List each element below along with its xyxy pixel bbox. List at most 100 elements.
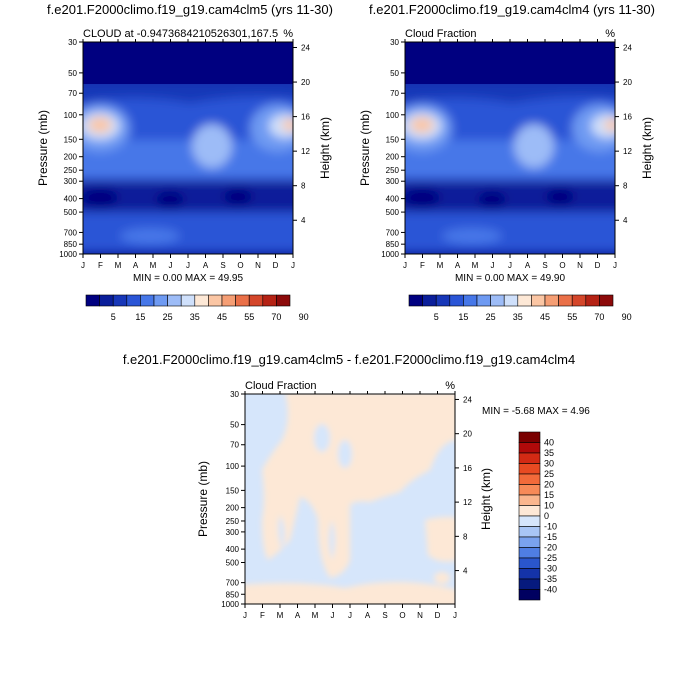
x-tick-label: M xyxy=(437,261,444,270)
colorbar-label: 45 xyxy=(540,312,550,322)
y2-tick-label: 12 xyxy=(623,147,632,156)
x-tick-label: O xyxy=(559,261,565,270)
y-tick-label: 50 xyxy=(390,69,399,78)
colorbar-swatch xyxy=(126,294,141,307)
colorbar-swatch xyxy=(518,494,541,506)
x-tick-label: J xyxy=(243,611,247,620)
colorbar-swatch xyxy=(235,294,250,307)
colorbar-label: -20 xyxy=(544,543,557,553)
colorbar-label: 30 xyxy=(544,459,554,469)
colorbar-label: 70 xyxy=(594,312,604,322)
y-tick-label: 70 xyxy=(68,89,77,98)
y-tick-label: 700 xyxy=(64,228,78,237)
x-tick-label: M xyxy=(150,261,157,270)
x-tick-label: J xyxy=(169,261,173,270)
colorbar-swatch xyxy=(463,294,478,307)
colorbar-swatch xyxy=(571,294,587,307)
colorbar-swatch xyxy=(85,294,100,307)
colorbar-label: 25 xyxy=(163,312,173,322)
panel-diff-y2label: Height (km) xyxy=(479,468,493,530)
colorbar-swatch xyxy=(153,294,168,307)
colorbar-swatch xyxy=(531,294,546,307)
colorbar-swatch xyxy=(208,294,223,307)
colorbar-label: 0 xyxy=(544,511,549,521)
y-tick-label: 700 xyxy=(386,228,400,237)
x-tick-label: O xyxy=(399,611,405,620)
y-tick-label: 30 xyxy=(68,38,77,47)
y-tick-label: 300 xyxy=(386,177,400,186)
x-tick-label: O xyxy=(237,261,243,270)
y-tick-label: 100 xyxy=(386,111,400,120)
x-tick-label: J xyxy=(403,261,407,270)
y-tick-label: 150 xyxy=(64,135,78,144)
y2-tick-label: 20 xyxy=(463,430,472,439)
y2-tick-label: 24 xyxy=(463,395,472,404)
y-tick-label: 250 xyxy=(226,517,240,526)
y-tick-label: 100 xyxy=(64,111,78,120)
colorbar-swatch xyxy=(449,294,464,307)
colorbar-swatch xyxy=(518,473,541,485)
panel-clm5-colorbar: 5 15 25 35 45 55 70 90 xyxy=(85,294,309,322)
y-tick-label: 150 xyxy=(226,486,240,495)
colorbar-swatch xyxy=(558,294,573,307)
panel-clm4-ylabel: Pressure (mb) xyxy=(358,110,372,186)
colorbar-swatch xyxy=(518,505,541,517)
y-tick-label: 250 xyxy=(386,166,400,175)
colorbar-label: 35 xyxy=(190,312,200,322)
x-tick-label: J xyxy=(186,261,190,270)
x-tick-label: M xyxy=(472,261,479,270)
colorbar-swatch xyxy=(518,578,541,590)
y-tick-label: 500 xyxy=(64,208,78,217)
colorbar-label: 90 xyxy=(299,312,309,322)
colorbar-swatch xyxy=(518,526,541,538)
colorbar-swatch xyxy=(422,294,437,307)
panel-clm4-stats: MIN = 0.00 MAX = 49.90 xyxy=(455,273,565,284)
y2-tick-label: 8 xyxy=(623,182,628,191)
y2-tick-label: 8 xyxy=(463,532,468,541)
y2-tick-label: 20 xyxy=(301,78,310,87)
x-tick-label: S xyxy=(542,261,547,270)
x-tick-label: J xyxy=(348,611,352,620)
x-tick-label: J xyxy=(508,261,512,270)
y-tick-label: 700 xyxy=(226,579,240,588)
y2-tick-label: 12 xyxy=(301,147,310,156)
panel-diff-ylabel: Pressure (mb) xyxy=(196,461,210,537)
colorbar-label: 15 xyxy=(135,312,145,322)
panel-diff-right-label: % xyxy=(445,380,455,392)
x-tick-label: A xyxy=(365,611,371,620)
x-tick-label: D xyxy=(273,261,279,270)
x-tick-label: A xyxy=(295,611,301,620)
panel-clm5-left-label: CLOUD at -0.9473684210526301,167.5 xyxy=(83,28,278,40)
y-tick-label: 250 xyxy=(64,166,78,175)
colorbar-swatch xyxy=(490,294,505,307)
y-tick-label: 500 xyxy=(386,208,400,217)
x-tick-label: N xyxy=(255,261,261,270)
y-tick-label: 300 xyxy=(64,177,78,186)
colorbar-label: -40 xyxy=(544,585,557,595)
colorbar-swatch xyxy=(99,294,114,307)
colorbar-label: 15 xyxy=(458,312,468,322)
y2-tick-label: 16 xyxy=(463,464,472,473)
colorbar-label: 35 xyxy=(544,448,554,458)
y2-tick-label: 4 xyxy=(301,216,306,225)
y2-tick-label: 24 xyxy=(301,44,310,53)
colorbar-swatch xyxy=(503,294,519,307)
x-tick-label: N xyxy=(577,261,583,270)
colorbar-swatch xyxy=(518,515,541,527)
colorbar-swatch xyxy=(544,294,559,307)
x-tick-label: J xyxy=(81,261,85,270)
colorbar-label: 15 xyxy=(544,490,554,500)
y-tick-label: 850 xyxy=(64,240,78,249)
y-tick-label: 200 xyxy=(64,153,78,162)
x-tick-label: S xyxy=(220,261,225,270)
panel-clm4-y2label: Height (km) xyxy=(640,117,654,179)
panel-diff-left-label: Cloud Fraction xyxy=(245,380,317,392)
colorbar-swatch xyxy=(140,294,155,307)
colorbar-label: 10 xyxy=(544,501,554,511)
x-tick-label: D xyxy=(435,611,441,620)
y-tick-label: 300 xyxy=(226,528,240,537)
colorbar-swatch xyxy=(194,294,209,307)
panel-clm5-plot-area xyxy=(83,42,293,254)
colorbar-swatch xyxy=(518,452,541,464)
x-tick-label: M xyxy=(115,261,122,270)
